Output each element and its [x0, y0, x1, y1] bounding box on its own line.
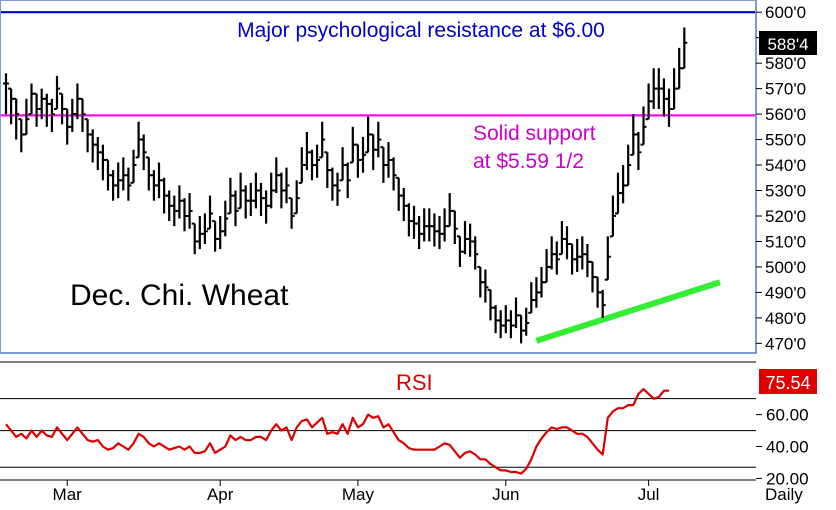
price-reference-lines [1, 11, 755, 117]
month-label: Mar [53, 485, 83, 504]
price-panel [0, 0, 757, 354]
month-label: May [342, 485, 375, 504]
month-label: Jun [492, 485, 519, 504]
price-bar [635, 131, 642, 171]
x-axis-label: Daily [765, 485, 803, 504]
rsi-reference-lines [0, 398, 756, 468]
price-tick-label: 490'0 [765, 283, 806, 302]
price-tick-label: 520'0 [765, 207, 806, 226]
price-bar [23, 98, 30, 136]
price-bar [293, 180, 300, 215]
price-bar [640, 106, 647, 146]
price-tick-label: 500'0 [765, 258, 806, 277]
price-bar [625, 144, 632, 187]
price-bar [604, 236, 611, 281]
price-bar [314, 144, 321, 178]
price-tick-label: 580'0 [765, 54, 806, 73]
x-axis: Mar Apr May Jun Jul [53, 480, 660, 504]
price-bar [390, 157, 397, 191]
support-annotation-line1: Solid support [473, 122, 596, 145]
price-bar [186, 193, 193, 229]
month-label: Jul [638, 485, 660, 504]
price-bar [523, 307, 530, 336]
rsi-tick-label: 60.00 [766, 406, 809, 425]
price-axis: 470'0 480'0 490'0 500'0 510'0 520'0 530'0 540'0… [756, 3, 806, 353]
rsi-title: RSI [396, 370, 433, 395]
rsi-value-badge [759, 369, 817, 394]
price-bar [334, 172, 341, 206]
price-tick-label: 570'0 [765, 80, 806, 99]
chart-title: Dec. Chi. Wheat [70, 279, 289, 312]
rsi-axis: 20.00 40.00 60.00 [756, 406, 809, 488]
price-tick-label: 550'0 [765, 131, 806, 150]
price-bar [472, 236, 479, 270]
rsi-panel [0, 362, 756, 480]
price-bar [125, 167, 132, 201]
last-price-badge [759, 31, 817, 55]
price-bar [130, 149, 137, 184]
price-bar [79, 97, 86, 132]
price-tick-label: 540'0 [765, 156, 806, 175]
price-bar [207, 195, 213, 230]
price-bar [451, 209, 458, 245]
price-bar [288, 197, 295, 229]
price-bar [375, 121, 382, 158]
price-bar [482, 269, 489, 303]
month-label: Apr [207, 485, 234, 504]
rsi-line [5, 388, 669, 475]
price-bar [283, 167, 290, 204]
price-bar [232, 190, 239, 227]
price-bar [222, 200, 229, 237]
price-tick-label: 480'0 [765, 309, 806, 328]
price-bar [48, 98, 55, 132]
price-bars [3, 27, 688, 344]
price-tick-label: 530'0 [765, 182, 806, 201]
support-trendline [535, 279, 721, 344]
price-bar [609, 195, 616, 238]
price-bar [319, 121, 326, 159]
price-bar [681, 27, 688, 70]
price-tick-label: 560'0 [765, 105, 806, 124]
resistance-annotation: Major psychological resistance at $6.00 [237, 19, 605, 42]
price-bar [140, 134, 147, 171]
rsi-tick-label: 40.00 [766, 438, 809, 457]
price-bar [201, 213, 208, 245]
price-bar [3, 73, 9, 115]
price-bar [344, 162, 351, 199]
price-tick-label: 510'0 [765, 232, 806, 251]
price-bar [553, 241, 560, 275]
price-bar [13, 97, 20, 140]
support-annotation-line2: at $5.59 1/2 [473, 150, 584, 173]
rsi-value-label: 75.54 [765, 373, 810, 393]
price-bar [360, 137, 366, 173]
last-price-label: 588'4 [767, 35, 808, 54]
price-bar [54, 75, 60, 110]
price-tick-label: 470'0 [765, 334, 806, 353]
price-tick-label: 600'0 [765, 3, 806, 22]
trendline-layer [535, 279, 721, 344]
price-bar [599, 289, 606, 318]
rsi-tick-label: 20.00 [766, 469, 809, 488]
